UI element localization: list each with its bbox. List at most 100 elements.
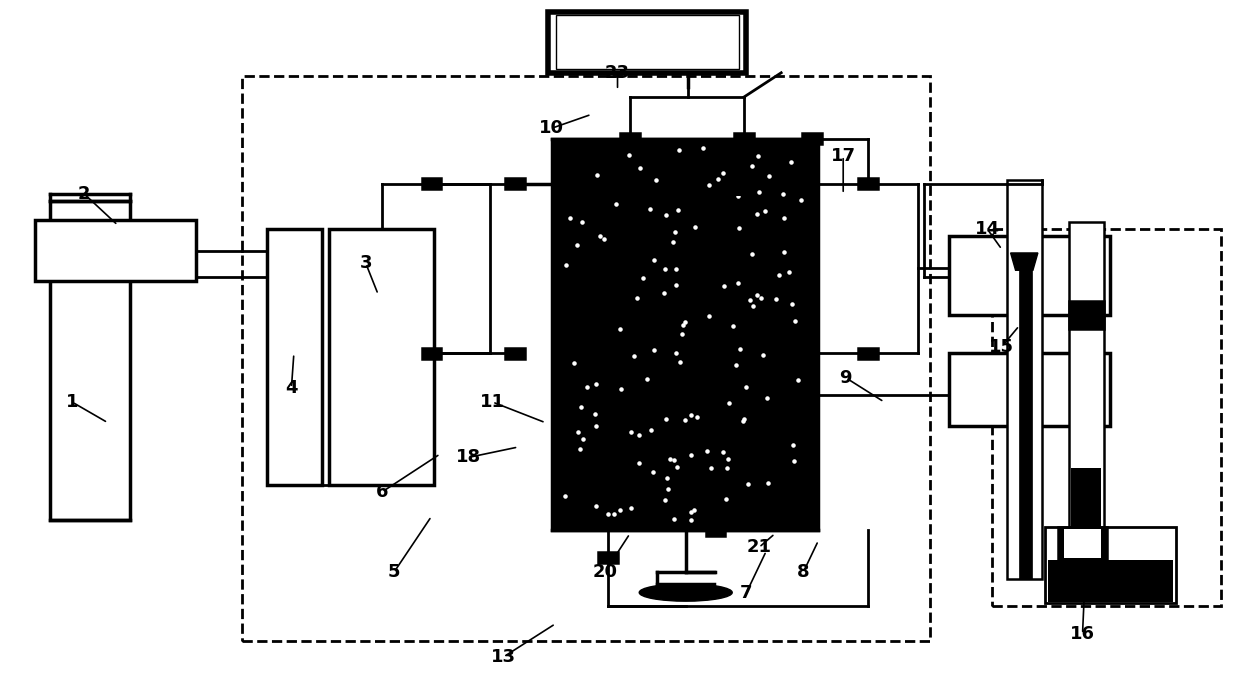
Point [693,143,713,154]
Point [729,222,749,234]
Text: 16: 16 [1070,625,1095,643]
Point [556,259,575,270]
Point [564,358,584,369]
Point [784,455,804,466]
Bar [1007,180,1042,579]
Point [723,321,743,332]
Bar [422,178,441,189]
Point [644,344,663,356]
Point [568,426,588,437]
Point [663,514,683,525]
Text: 13: 13 [491,648,516,666]
Point [624,351,644,362]
Point [587,378,606,389]
Point [774,188,794,199]
Point [554,491,574,502]
Point [675,414,694,426]
Point [656,413,676,424]
Point [756,392,776,403]
Point [587,501,606,512]
Point [713,447,733,458]
Point [743,249,763,260]
Point [738,478,758,489]
Point [590,230,610,241]
Point [666,264,686,275]
Point [785,315,805,326]
Point [676,317,696,328]
Point [657,472,677,483]
Bar [242,76,930,641]
Bar [422,348,441,359]
Text: 22: 22 [733,182,758,200]
Bar [329,229,434,485]
Bar [1069,301,1104,329]
Point [570,443,590,454]
Point [699,179,719,191]
Text: 20: 20 [593,563,618,581]
Point [573,433,593,444]
Point [656,209,676,220]
Point [715,493,735,505]
Bar [50,201,130,520]
Bar [1045,527,1176,603]
Bar [267,229,322,485]
Bar [949,236,1110,315]
Bar [858,178,878,189]
Text: 1: 1 [66,393,78,411]
Text: 14: 14 [975,220,999,238]
Point [627,292,647,304]
Point [611,384,631,395]
Point [718,454,738,465]
Point [598,509,618,520]
Point [766,293,786,304]
Point [748,150,768,161]
Point [718,462,738,473]
Point [740,295,760,306]
Point [742,160,761,171]
Text: 10: 10 [539,119,564,137]
Point [780,267,800,278]
Point [684,505,704,516]
Bar [1064,529,1101,558]
Text: 12: 12 [742,365,766,383]
Bar [1071,249,1101,392]
Bar [1069,222,1104,530]
Bar [505,178,525,189]
Text: 8: 8 [797,563,810,581]
Point [728,191,748,202]
Text: 3: 3 [360,254,372,272]
Bar [1048,560,1173,602]
Point [719,398,739,409]
Point [787,375,807,386]
Point [567,239,587,250]
Point [743,301,763,312]
Ellipse shape [640,584,732,601]
Point [560,213,580,224]
Point [749,186,769,198]
Bar [734,133,754,144]
Text: 15: 15 [990,337,1014,356]
Text: 9: 9 [839,369,852,387]
Point [667,462,687,473]
Point [734,413,754,424]
Text: 17: 17 [831,147,856,165]
Point [708,174,728,185]
Point [588,169,608,180]
Bar [949,353,1110,426]
Point [629,457,649,468]
Bar [548,12,746,73]
Point [587,420,606,431]
Point [604,509,624,520]
Point [755,205,775,216]
Point [781,157,801,168]
Text: 11: 11 [480,393,505,411]
Point [619,150,639,161]
Point [753,350,773,361]
Point [728,277,748,288]
Point [641,425,661,436]
Bar [992,229,1221,606]
Point [666,227,686,238]
Point [735,381,755,392]
Point [657,483,677,494]
Bar [556,15,739,69]
